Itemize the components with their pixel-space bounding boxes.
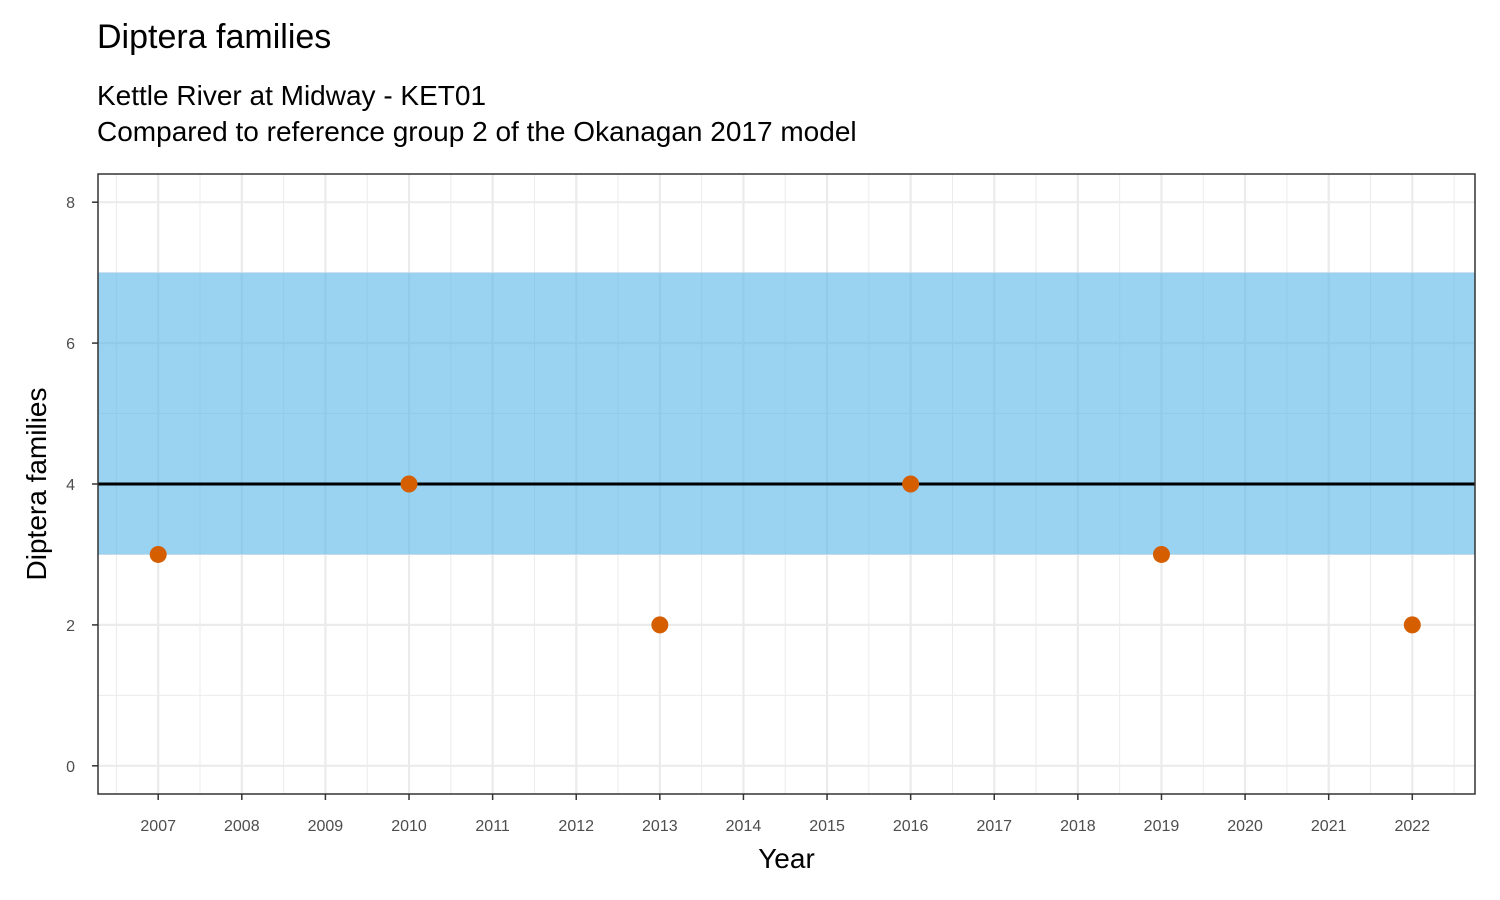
chart-title: Diptera families <box>97 18 332 56</box>
x-tick-label: 2020 <box>1227 818 1263 835</box>
x-tick-label: 2011 <box>475 818 510 835</box>
y-tick-label: 4 <box>66 477 75 494</box>
y-tick-label: 2 <box>66 618 75 635</box>
x-tick-label: 2016 <box>893 818 929 835</box>
y-tick-label: 0 <box>66 759 75 776</box>
x-tick-label: 2018 <box>1060 818 1096 835</box>
x-tick-label: 2021 <box>1311 818 1347 835</box>
y-axis-title: Diptera families <box>21 388 52 581</box>
x-axis: 2007 2008 2009 2010 2011 2012 2013 2014 2015 2016… <box>140 794 1430 835</box>
x-tick-label: 2019 <box>1144 818 1180 835</box>
chart-subtitle-line-1: Kettle River at Midway - KET01 <box>97 80 487 111</box>
x-tick-label: 2010 <box>391 818 427 835</box>
x-tick-label: 2008 <box>224 818 260 835</box>
x-tick-label: 2015 <box>809 818 845 835</box>
data-point <box>1152 545 1170 563</box>
y-axis: 0 2 4 6 8 <box>66 195 98 776</box>
y-tick-label: 8 <box>66 195 75 212</box>
x-tick-label: 2022 <box>1394 818 1430 835</box>
data-point <box>400 475 418 493</box>
x-tick-label: 2009 <box>308 818 344 835</box>
data-point <box>149 545 167 563</box>
reference-band <box>98 272 1475 555</box>
x-tick-label: 2014 <box>726 818 762 835</box>
data-point <box>651 616 669 634</box>
data-points <box>149 475 1421 634</box>
data-point <box>1403 616 1421 634</box>
chart-subtitle-line-2: Compared to reference group 2 of the Oka… <box>97 116 857 147</box>
data-point <box>902 475 920 493</box>
x-tick-label: 2017 <box>976 818 1012 835</box>
x-axis-title: Year <box>758 843 815 874</box>
y-tick-label: 6 <box>66 336 75 353</box>
x-tick-label: 2007 <box>140 818 176 835</box>
x-tick-label: 2013 <box>642 818 678 835</box>
x-tick-label: 2012 <box>558 818 594 835</box>
